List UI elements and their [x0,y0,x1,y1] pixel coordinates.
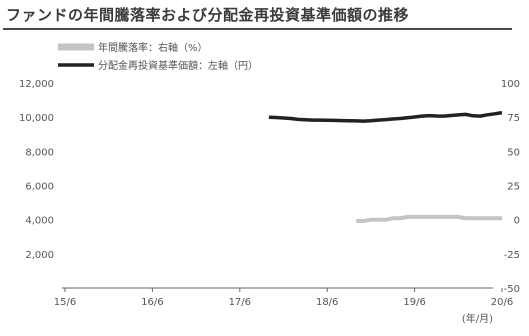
y-left-tick-label: 12,000 [19,79,54,90]
x-tick-label: 15/6 [54,297,76,308]
y-right-tick-label: -50 [504,284,520,295]
y-right-tick-label: 25 [507,182,520,193]
legend-label: 分配金再投資基準価額：左軸（円） [98,59,258,72]
y-left-tick-label: 4,000 [25,216,54,227]
series-line-nav [268,110,503,123]
legend-label: 年間騰落率：右軸（%） [98,41,208,54]
y-left-tick-label: 8,000 [25,147,54,158]
chart-title: ファンドの年間騰落率および分配金再投資基準価額の推移 [6,6,410,24]
y-left-tick-label: 6,000 [25,182,54,193]
x-tick-label: 20/6 [491,297,513,308]
x-tick-label: 17/6 [229,297,251,308]
y-right-tick-label: 100 [501,79,520,90]
y-left-tick-label: 10,000 [19,113,54,124]
x-tick-label: 18/6 [316,297,338,308]
x-tick-label: 16/6 [141,297,163,308]
y-right-tick-label: 50 [507,147,520,158]
x-unit-label: (年/月) [462,312,493,325]
y-left-tick-label: 2,000 [25,250,54,261]
title-underline [3,28,512,30]
series-line-annual-return [356,214,502,223]
x-tick-label: 19/6 [403,297,425,308]
y-right-tick-label: 0 [514,216,520,227]
y-right-tick-label: -25 [504,250,520,261]
y-right-tick-label: 75 [507,113,520,124]
